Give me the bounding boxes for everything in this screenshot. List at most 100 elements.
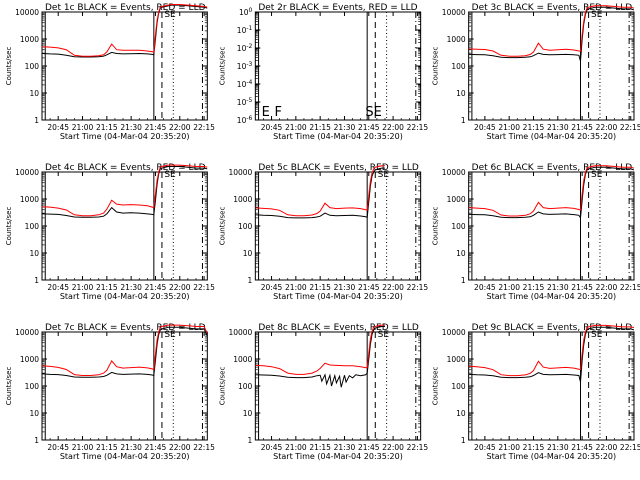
x-tick-label: 21:00 xyxy=(285,123,307,132)
x-tick-label: 22:00 xyxy=(169,283,191,292)
series-events xyxy=(42,326,208,378)
x-tick-label: 22:15 xyxy=(407,123,429,132)
x-tick-label: 21:45 xyxy=(145,283,167,292)
y-tick-exponent: -1 xyxy=(246,25,252,32)
y-tick-label: 10-3 xyxy=(237,61,253,71)
y-tick-label: 10-2 xyxy=(237,43,253,53)
y-tick-label: 1 xyxy=(248,436,253,445)
x-tick-label: 22:00 xyxy=(382,443,404,452)
panel-5: Det 5c BLACK = Events, RED = LLD 1 10 100 10… xyxy=(218,163,428,301)
series-lld xyxy=(42,324,208,376)
panel-title: Det 8c BLACK = Events, RED = LLD xyxy=(258,323,419,333)
y-tick-label: 100 xyxy=(451,382,466,391)
plot-frame xyxy=(254,11,422,121)
y-tick-exponent: -4 xyxy=(246,79,252,86)
x-tick-label: 22:15 xyxy=(620,443,640,452)
panel-title: Det 7c BLACK = Events, RED = LLD xyxy=(45,323,206,333)
x-tick-label: 22:00 xyxy=(169,443,191,452)
y-tick-label: 10-5 xyxy=(237,97,253,107)
y-tick-label: 1 xyxy=(461,276,466,285)
x-tick-label: 21:45 xyxy=(571,123,593,132)
x-tick-label: 21:15 xyxy=(309,443,331,452)
panel-9: Det 9c BLACK = Events, RED = LLD 1 10 100 10… xyxy=(432,323,640,461)
y-tick-label: 1 xyxy=(34,116,39,125)
series-lld xyxy=(42,4,208,57)
y-tick-label: 1000 xyxy=(20,195,39,204)
series-events xyxy=(468,6,634,62)
series-events xyxy=(255,326,385,388)
x-tick-label: 20:45 xyxy=(47,123,69,132)
x-tick-label: 20:45 xyxy=(474,123,496,132)
y-tick-label: 1000 xyxy=(447,195,466,204)
x-tick-label: 20:45 xyxy=(261,283,283,292)
y-axis-label: Counts/sec xyxy=(432,207,440,246)
plot-frame xyxy=(41,331,208,441)
panel-3: Det 3c BLACK = Events, RED = LLD 1 10 100 10… xyxy=(432,3,640,141)
x-axis-label: Start Time (04-Mar-04 20:35:20) xyxy=(273,132,403,141)
series-events xyxy=(42,4,208,58)
x-tick-label: 21:15 xyxy=(309,123,331,132)
y-axis-label: Counts/sec xyxy=(218,207,226,246)
x-tick-label: 21:00 xyxy=(285,443,307,452)
x-tick-label: 22:00 xyxy=(169,123,191,132)
panel-4: Det 4c BLACK = Events, RED = LLD 1 10 100 10… xyxy=(5,163,215,301)
panel-title: Det 4c BLACK = Events, RED = LLD xyxy=(45,163,206,173)
x-tick-label: 21:00 xyxy=(72,443,94,452)
x-tick-label: 21:30 xyxy=(547,123,569,132)
x-tick-label: 21:15 xyxy=(96,443,118,452)
panel-2: Det 2r BLACK = Events, RED = LLD 10-6 10-5… xyxy=(218,3,428,141)
panel-1: Det 1c BLACK = Events, RED = LLD 1 10 100 10… xyxy=(5,3,215,141)
y-tick-label: 1 xyxy=(461,436,466,445)
y-tick-label: 10000 xyxy=(228,328,252,337)
y-axis-label: Counts/sec xyxy=(5,207,13,246)
y-tick-label: 10 xyxy=(29,249,39,258)
x-tick-label: 21:15 xyxy=(309,283,331,292)
series-lld xyxy=(468,165,634,217)
x-tick-label: 21:15 xyxy=(523,443,545,452)
panel-6: Det 6c BLACK = Events, RED = LLD 1 10 100 10… xyxy=(432,163,640,301)
y-tick-label: 1000 xyxy=(20,355,39,364)
y-tick-label: 10000 xyxy=(228,168,252,177)
x-tick-label: 21:15 xyxy=(96,283,118,292)
x-tick-label: 20:45 xyxy=(261,123,283,132)
plot-frame xyxy=(41,11,208,121)
x-tick-label: 21:30 xyxy=(547,443,569,452)
y-tick-label: 10 xyxy=(29,409,39,418)
y-axis-label: Counts/sec xyxy=(5,367,13,406)
x-axis-label: Start Time (04-Mar-04 20:35:20) xyxy=(487,292,617,301)
y-tick-label: 1 xyxy=(34,276,39,285)
panel-title: Det 6c BLACK = Events, RED = LLD xyxy=(472,163,633,173)
annotation-label: SE xyxy=(378,170,390,180)
x-axis-label: Start Time (04-Mar-04 20:35:20) xyxy=(487,452,617,461)
panel-8: Det 8c BLACK = Events, RED = LLD 1 10 100 10… xyxy=(218,323,428,461)
annotation-label: SE xyxy=(591,10,603,20)
x-tick-label: 21:15 xyxy=(523,283,545,292)
x-tick-label: 20:45 xyxy=(47,283,69,292)
annotation-label: SE xyxy=(164,330,176,340)
y-tick-label: 1 xyxy=(461,116,466,125)
x-tick-label: 21:00 xyxy=(72,283,94,292)
y-axis-label: Counts/sec xyxy=(432,47,440,86)
x-tick-label: 22:15 xyxy=(193,123,215,132)
y-tick-label: 10000 xyxy=(15,328,39,337)
region-label: F xyxy=(275,105,282,120)
x-tick-label: 22:00 xyxy=(596,123,618,132)
y-tick-label: 10 xyxy=(29,89,39,98)
region-label: E xyxy=(262,105,270,120)
series-lld xyxy=(468,324,634,377)
series-lld xyxy=(255,165,385,217)
y-axis-label: Counts/sec xyxy=(218,367,226,406)
x-tick-label: 21:00 xyxy=(72,123,94,132)
x-tick-label: 22:15 xyxy=(193,443,215,452)
y-tick-exponent: -3 xyxy=(246,61,252,68)
y-tick-label: 10000 xyxy=(15,168,39,177)
x-axis-label: Start Time (04-Mar-04 20:35:20) xyxy=(60,132,190,141)
x-tick-label: 20:45 xyxy=(47,443,69,452)
y-tick-exponent: -2 xyxy=(246,43,252,50)
annotation-label: SE xyxy=(365,105,381,120)
plot-frame xyxy=(41,171,208,281)
y-axis-label: Counts/sec xyxy=(432,367,440,406)
x-tick-label: 21:30 xyxy=(120,123,142,132)
series-events xyxy=(468,326,634,383)
series-events xyxy=(255,167,385,219)
